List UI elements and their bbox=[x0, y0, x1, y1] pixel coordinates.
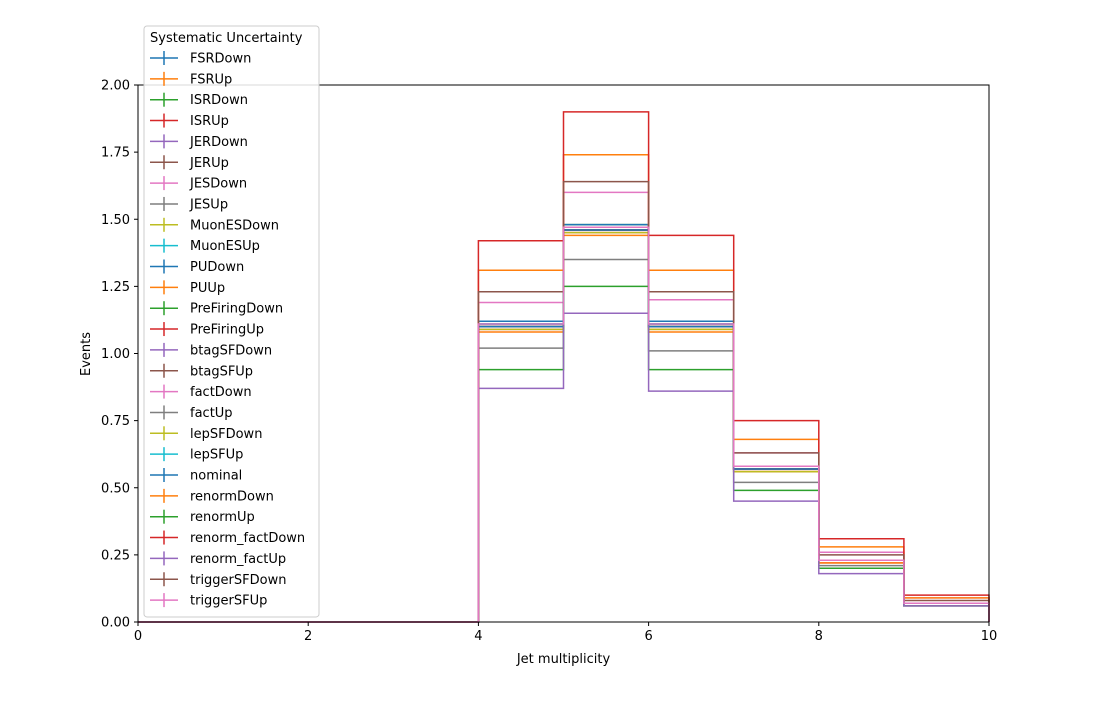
y-tick-label: 1.75 bbox=[101, 146, 130, 161]
legend-item: JERUp bbox=[150, 155, 229, 171]
legend-item: renorm_factDown bbox=[150, 530, 305, 546]
legend-item: renorm_factUp bbox=[150, 551, 286, 567]
x-axis-label: Jet multiplicity bbox=[516, 652, 611, 667]
legend-label: JESUp bbox=[189, 197, 228, 212]
axes: 0 2 4 6 8 10 0.00 0.25 0.50 0.75 1.00 1.25 1.50 1.75 2… bbox=[101, 79, 997, 645]
legend-box bbox=[143, 25, 320, 618]
legend-label: factDown bbox=[190, 385, 252, 400]
legend-label: PreFiringDown bbox=[190, 302, 283, 317]
x-tick-label: 10 bbox=[981, 629, 998, 644]
y-tick-label: 0.25 bbox=[101, 548, 130, 563]
legend-title: Systematic Uncertainty bbox=[150, 31, 303, 46]
legend-label: triggerSFDown bbox=[190, 573, 286, 588]
legend-label: ISRDown bbox=[190, 93, 248, 108]
y-tick-label: 2.00 bbox=[101, 79, 130, 94]
legend-label: PUDown bbox=[190, 260, 244, 275]
legend-label: ISRUp bbox=[190, 114, 229, 129]
legend-item: renormDown bbox=[150, 488, 274, 504]
legend-label: triggerSFUp bbox=[190, 594, 267, 609]
legend-label: renorm_factUp bbox=[190, 552, 286, 567]
legend-item: JERDown bbox=[150, 134, 248, 150]
legend-label: nominal bbox=[190, 469, 242, 484]
legend-item: MuonESDown bbox=[150, 217, 279, 233]
x-tick-label: 0 bbox=[134, 629, 142, 644]
legend-item: PUUp bbox=[150, 280, 225, 296]
y-tick-label: 1.25 bbox=[101, 280, 130, 295]
legend-item: lepSFDown bbox=[150, 426, 262, 442]
legend-item: renormUp bbox=[150, 509, 255, 525]
legend-item: FSRUp bbox=[150, 71, 232, 87]
legend-label: JERUp bbox=[189, 156, 229, 171]
legend-label: JESDown bbox=[189, 177, 247, 192]
legend-label: renormUp bbox=[190, 510, 255, 525]
legend-item: JESDown bbox=[150, 176, 247, 192]
y-tick-label: 1.50 bbox=[101, 213, 130, 228]
legend-label: FSRUp bbox=[190, 72, 232, 87]
legend-item: ISRDown bbox=[150, 92, 248, 108]
y-tick-label: 0.50 bbox=[101, 481, 130, 496]
legend-label: FSRDown bbox=[190, 52, 251, 67]
y-axis-label: Events bbox=[79, 332, 94, 376]
legend-label: JERDown bbox=[189, 135, 248, 150]
legend-label: btagSFDown bbox=[190, 343, 272, 358]
x-tick-label: 8 bbox=[815, 629, 823, 644]
legend-label: PUUp bbox=[190, 281, 225, 296]
legend-label: MuonESDown bbox=[190, 218, 279, 233]
x-tick-label: 4 bbox=[474, 629, 482, 644]
legend-label: lepSFDown bbox=[190, 427, 262, 442]
legend-label: factUp bbox=[190, 406, 233, 421]
x-tick-label: 2 bbox=[304, 629, 312, 644]
legend-item: factDown bbox=[150, 384, 252, 400]
legend-item: PreFiringDown bbox=[150, 301, 283, 317]
legend-item: JESUp bbox=[150, 196, 228, 212]
legend-item: nominal bbox=[150, 468, 242, 484]
legend-item: btagSFUp bbox=[150, 363, 253, 379]
legend-item: factUp bbox=[150, 405, 233, 421]
legend-item: PUDown bbox=[150, 259, 244, 275]
legend-label: renorm_factDown bbox=[190, 531, 305, 546]
legend-item: FSRDown bbox=[150, 51, 251, 67]
y-tick-label: 0.75 bbox=[101, 414, 130, 429]
legend-item: ISRUp bbox=[150, 113, 229, 129]
legend-label: renormDown bbox=[190, 489, 274, 504]
legend-label: lepSFUp bbox=[190, 448, 243, 463]
legend-item: btagSFDown bbox=[150, 342, 272, 358]
legend-label: btagSFUp bbox=[190, 364, 253, 379]
legend-item: lepSFUp bbox=[150, 447, 243, 463]
y-tick-label: 0.00 bbox=[101, 616, 130, 631]
legend-item: triggerSFDown bbox=[150, 572, 286, 588]
legend-label: MuonESUp bbox=[190, 239, 260, 254]
legend-item: PreFiringUp bbox=[150, 322, 264, 338]
legend-item: MuonESUp bbox=[150, 238, 260, 254]
legend: Systematic Uncertainty FSRDown FSRUp ISRDow… bbox=[143, 25, 320, 618]
y-tick-label: 1.00 bbox=[101, 347, 130, 362]
legend-item: triggerSFUp bbox=[150, 593, 267, 609]
x-tick-label: 6 bbox=[644, 629, 652, 644]
legend-label: PreFiringUp bbox=[190, 323, 264, 338]
